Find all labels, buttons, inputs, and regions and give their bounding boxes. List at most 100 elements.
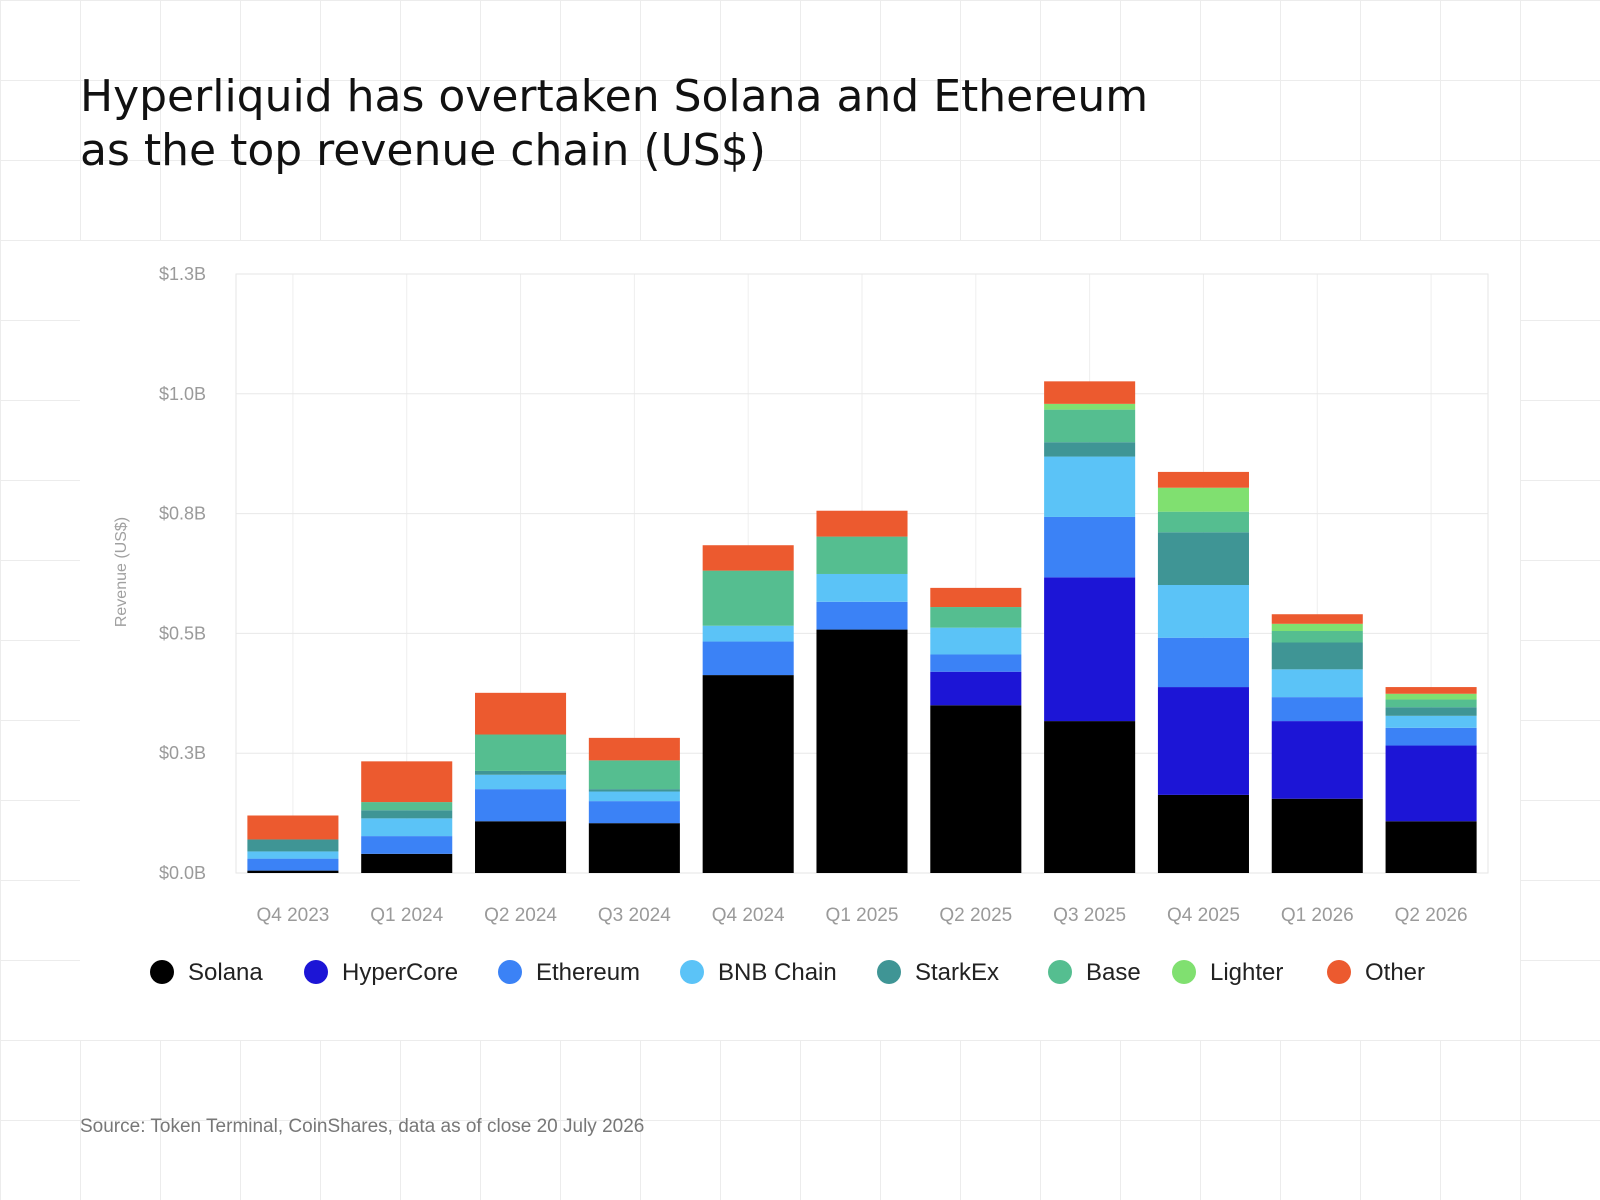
bar-segment-other — [588, 737, 680, 761]
y-tick-label: $0.3B — [159, 743, 206, 763]
bar-segment-base — [1271, 631, 1363, 643]
y-tick-label: $1.0B — [159, 384, 206, 404]
bar-segment-base — [702, 570, 794, 626]
bar-segment-base — [475, 734, 567, 771]
bar-segment-ethereum — [247, 858, 339, 871]
bar-segment-solana — [930, 705, 1022, 873]
bar-segment-other — [930, 587, 1022, 608]
bar-segment-ethereum — [1044, 516, 1136, 578]
bar-segment-other — [1157, 471, 1249, 488]
legend-marker-dot — [1048, 960, 1072, 984]
x-tick-label: Q2 2024 — [484, 905, 557, 926]
legend-label: Ethereum — [536, 959, 641, 986]
bar-segment-solana — [1385, 821, 1477, 873]
bar-segment-solana — [1044, 721, 1136, 873]
bar-segment-other — [475, 692, 567, 735]
bar-segment-bnb-chain — [816, 573, 908, 602]
legend-marker-dot — [498, 960, 522, 984]
bar-segment-other — [1271, 614, 1363, 624]
bar-segment-base — [361, 802, 453, 811]
bar-segment-other — [816, 510, 908, 537]
bar-segment-bnb-chain — [1385, 715, 1477, 728]
x-tick-label: Q4 2025 — [1167, 905, 1240, 926]
bar-segment-base — [930, 607, 1022, 628]
bar-segment-ethereum — [1157, 637, 1249, 688]
y-tick-label: $0.8B — [159, 504, 206, 524]
bar-segment-other — [361, 761, 453, 803]
bar-segment-other — [1385, 687, 1477, 694]
x-tick-label: Q4 2023 — [256, 905, 329, 926]
y-tick-label: $0.5B — [159, 623, 206, 643]
legend-label: BNB Chain — [718, 959, 837, 986]
bar-segment-lighter — [1157, 487, 1249, 512]
bar-segment-bnb-chain — [361, 818, 453, 837]
bar-segment-base — [1157, 511, 1249, 533]
bar-segment-ethereum — [816, 601, 908, 630]
legend-label: Other — [1365, 959, 1426, 986]
legend-marker-dot — [1172, 960, 1196, 984]
y-tick-label: $1.3B — [159, 264, 206, 284]
bar-segment-bnb-chain — [588, 791, 680, 802]
bar-segment-solana — [702, 675, 794, 873]
bar-segment-base — [588, 760, 680, 790]
bar-segment-starkex — [1044, 442, 1136, 457]
legend-marker-dot — [680, 960, 704, 984]
y-tick-label: $0.0B — [159, 863, 206, 883]
bar-segment-hypercore — [1271, 721, 1363, 799]
legend-label: Base — [1086, 959, 1141, 986]
x-tick-label: Q3 2024 — [598, 905, 671, 926]
source-note: Source: Token Terminal, CoinShares, data… — [80, 1116, 645, 1137]
x-tick-label: Q4 2024 — [712, 905, 785, 926]
bar-segment-ethereum — [930, 654, 1022, 672]
bar-segment-starkex — [588, 789, 680, 792]
bar-segment-solana — [588, 823, 680, 873]
bar-segment-ethereum — [361, 836, 453, 854]
legend-label: HyperCore — [342, 959, 459, 986]
bar-segment-bnb-chain — [1157, 585, 1249, 638]
x-tick-label: Q1 2024 — [370, 905, 443, 926]
bar-segment-solana — [1271, 798, 1363, 873]
bar-segment-hypercore — [930, 671, 1022, 706]
x-tick-label: Q1 2026 — [1281, 905, 1354, 926]
bar-segment-solana — [361, 853, 453, 873]
legend-label: Lighter — [1210, 959, 1284, 986]
bar-segment-starkex — [361, 810, 453, 819]
bar-segment-starkex — [1385, 707, 1477, 716]
x-tick-label: Q3 2025 — [1053, 905, 1126, 926]
bar-segment-starkex — [1271, 642, 1363, 670]
bar-segment-starkex — [1157, 532, 1249, 586]
bar-segment-solana — [475, 821, 567, 873]
y-axis-label: Revenue (US$) — [113, 517, 130, 627]
chart-title: Hyperliquid has overtaken Solana and Eth… — [80, 70, 1280, 178]
bar-segment-solana — [247, 870, 339, 873]
legend-label: StarkEx — [915, 959, 1000, 986]
bar-segment-starkex — [247, 839, 339, 852]
bar-segment-ethereum — [1385, 727, 1477, 746]
bar-segment-bnb-chain — [475, 774, 567, 790]
bar-segment-lighter — [1271, 623, 1363, 632]
bar-segment-hypercore — [1044, 577, 1136, 722]
bar-segment-base — [1044, 409, 1136, 443]
legend-marker-dot — [1327, 960, 1351, 984]
bar-segment-bnb-chain — [1044, 456, 1136, 517]
bar-segment-hypercore — [1157, 687, 1249, 795]
x-tick-label: Q2 2026 — [1395, 905, 1468, 926]
bar-segment-bnb-chain — [247, 851, 339, 859]
x-tick-label: Q1 2025 — [826, 905, 899, 926]
bar-segment-ethereum — [588, 801, 680, 824]
bar-segment-bnb-chain — [930, 627, 1022, 655]
legend-marker-dot — [150, 960, 174, 984]
bar-segment-other — [247, 815, 339, 840]
bar-segment-lighter — [1044, 403, 1136, 410]
legend-marker-dot — [877, 960, 901, 984]
bar-segment-other — [702, 545, 794, 571]
bar-segment-solana — [816, 629, 908, 873]
bar-segment-bnb-chain — [1271, 669, 1363, 698]
bar-segment-lighter — [1385, 693, 1477, 700]
legend-label: Solana — [188, 959, 263, 986]
bar-segment-ethereum — [702, 641, 794, 676]
bar-segment-other — [1044, 381, 1136, 404]
bar-segment-starkex — [475, 770, 567, 775]
chart-card: $0.0B $0.3B $0.5B $0.8B $1.0B $1.3B Revenue (U… — [80, 241, 1520, 1040]
chart-title-line-2: as the top revenue chain (US$) — [80, 125, 766, 176]
